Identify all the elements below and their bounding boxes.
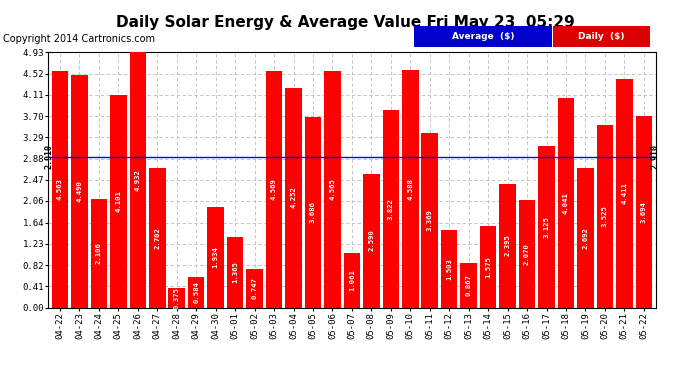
Bar [402, 70, 419, 308]
Text: Daily  ($): Daily ($) [578, 32, 625, 41]
Text: 2.910: 2.910 [650, 144, 659, 170]
Text: 1.934: 1.934 [213, 246, 219, 268]
Bar [110, 95, 127, 308]
Bar [441, 230, 457, 308]
Text: 2.106: 2.106 [96, 242, 102, 264]
Bar [52, 72, 68, 308]
Bar [168, 288, 185, 308]
Text: 2.702: 2.702 [155, 226, 160, 249]
Bar [344, 253, 360, 308]
Bar [500, 184, 516, 308]
Bar [616, 80, 633, 308]
Text: 3.686: 3.686 [310, 201, 316, 223]
Text: 0.375: 0.375 [174, 287, 180, 309]
Bar [519, 200, 535, 308]
Text: Copyright 2014 Cartronics.com: Copyright 2014 Cartronics.com [3, 34, 155, 44]
Text: 4.588: 4.588 [407, 178, 413, 200]
Bar [305, 117, 322, 308]
Text: Daily Solar Energy & Average Value Fri May 23  05:29: Daily Solar Energy & Average Value Fri M… [116, 15, 574, 30]
Text: 4.569: 4.569 [271, 178, 277, 200]
Bar [460, 262, 477, 308]
Text: 1.575: 1.575 [485, 256, 491, 278]
Bar [363, 174, 380, 308]
Text: 4.252: 4.252 [290, 187, 297, 209]
Text: 4.041: 4.041 [563, 192, 569, 214]
Text: 3.125: 3.125 [544, 216, 549, 238]
Text: 4.563: 4.563 [57, 178, 63, 200]
Text: 0.747: 0.747 [252, 277, 257, 299]
Bar [188, 277, 204, 308]
Text: 2.590: 2.590 [368, 230, 375, 252]
Bar [635, 116, 652, 308]
Text: 3.525: 3.525 [602, 206, 608, 227]
Bar [597, 125, 613, 308]
Bar [149, 168, 166, 308]
Bar [71, 75, 88, 308]
Text: 3.822: 3.822 [388, 198, 394, 220]
Bar [130, 53, 146, 308]
Bar [558, 99, 574, 308]
Bar [246, 269, 263, 308]
Bar [422, 133, 438, 308]
Text: 0.867: 0.867 [466, 274, 472, 296]
Text: 1.061: 1.061 [349, 269, 355, 291]
Text: 1.503: 1.503 [446, 258, 452, 280]
Text: 3.369: 3.369 [426, 209, 433, 231]
Bar [577, 168, 593, 308]
Bar [266, 71, 282, 308]
Text: Average  ($): Average ($) [452, 32, 514, 41]
Text: 4.490: 4.490 [77, 180, 82, 203]
Bar [227, 237, 244, 308]
Text: 4.565: 4.565 [329, 178, 335, 200]
Bar [480, 226, 496, 308]
Bar [538, 146, 555, 308]
Bar [382, 110, 399, 308]
Text: 4.932: 4.932 [135, 169, 141, 191]
Text: 2.395: 2.395 [504, 235, 511, 256]
Bar [285, 88, 302, 308]
Text: 2.070: 2.070 [524, 243, 530, 265]
Text: 1.365: 1.365 [232, 261, 238, 283]
Text: 4.411: 4.411 [622, 183, 627, 204]
Bar [208, 207, 224, 308]
Text: 2.692: 2.692 [582, 227, 589, 249]
Text: 4.101: 4.101 [115, 190, 121, 212]
Text: 3.694: 3.694 [641, 201, 647, 223]
Bar [90, 199, 107, 308]
Text: 0.584: 0.584 [193, 282, 199, 303]
Text: 2.910: 2.910 [45, 144, 54, 170]
Bar [324, 71, 341, 308]
